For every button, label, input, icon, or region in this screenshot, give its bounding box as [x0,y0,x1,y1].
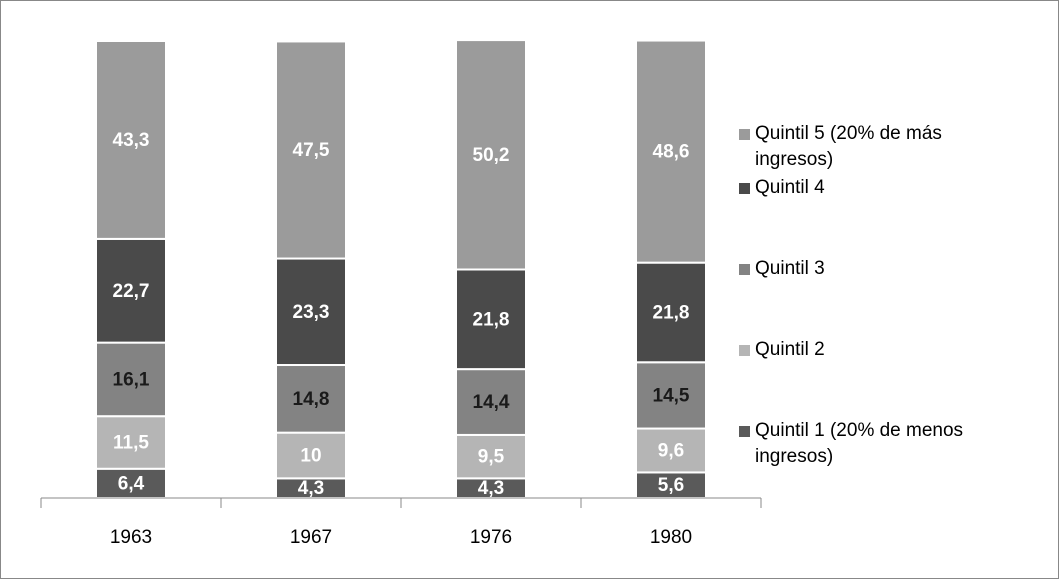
legend-item: Quintil 4 [739,175,1039,201]
data-label: 43,3 [113,130,150,151]
legend-item: Quintil 1 (20% de menos ingresos) [739,418,1039,470]
data-label: 47,5 [293,140,330,161]
legend-swatch [739,183,750,194]
data-label: 48,6 [653,142,690,163]
bar-segment [275,364,347,434]
x-tick-label: 1980 [650,527,692,548]
bar-segment [455,368,527,436]
legend-item: Quintil 2 [739,337,1039,363]
bar-segment [275,40,347,260]
data-label: 23,3 [293,302,330,323]
legend-label: Quintil 1 (20% de menos ingresos) [755,420,964,467]
data-label: 9,6 [658,440,684,461]
data-label: 22,7 [113,281,150,302]
bar-segment [635,427,707,474]
legend-swatch [739,264,750,275]
data-label: 4,3 [478,478,504,499]
legend-label: Quintil 4 [755,177,825,198]
legend-item: Quintil 5 (20% de más ingresos) [739,121,1039,173]
data-label: 14,5 [653,385,690,406]
legend-swatch [739,345,750,356]
legend-item: Quintil 3 [739,256,1039,282]
bar-segment [275,431,347,480]
legend-label: Quintil 2 [755,339,825,360]
legend-label: Quintil 3 [755,258,825,279]
data-label: 21,8 [473,309,510,330]
legend-swatch [739,426,750,437]
bar-segment [95,237,167,344]
legend-label: Quintil 5 (20% de más ingresos) [755,123,942,170]
data-label: 4,3 [298,478,324,499]
bar-segment [95,40,167,240]
data-label: 14,4 [473,392,510,413]
bar-segment [455,39,527,271]
data-label: 6,4 [118,473,145,494]
bar-segment [635,471,707,499]
bar-segment [455,433,527,480]
data-label: 50,2 [473,145,510,166]
data-label: 21,8 [653,302,690,323]
data-label: 9,5 [478,447,505,468]
data-label: 16,1 [113,369,150,390]
bar-segment [635,39,707,264]
data-label: 14,8 [293,389,330,410]
data-label: 5,6 [658,475,684,496]
data-label: 11,5 [113,432,149,453]
legend-swatch [739,129,750,140]
x-tick-label: 1967 [290,527,332,548]
data-label: 10 [300,446,321,467]
x-tick-label: 1976 [470,527,512,548]
x-tick-label: 1963 [110,527,152,548]
bar-segment [635,361,707,430]
bar-segment [95,415,167,470]
bar-segment [275,257,347,367]
